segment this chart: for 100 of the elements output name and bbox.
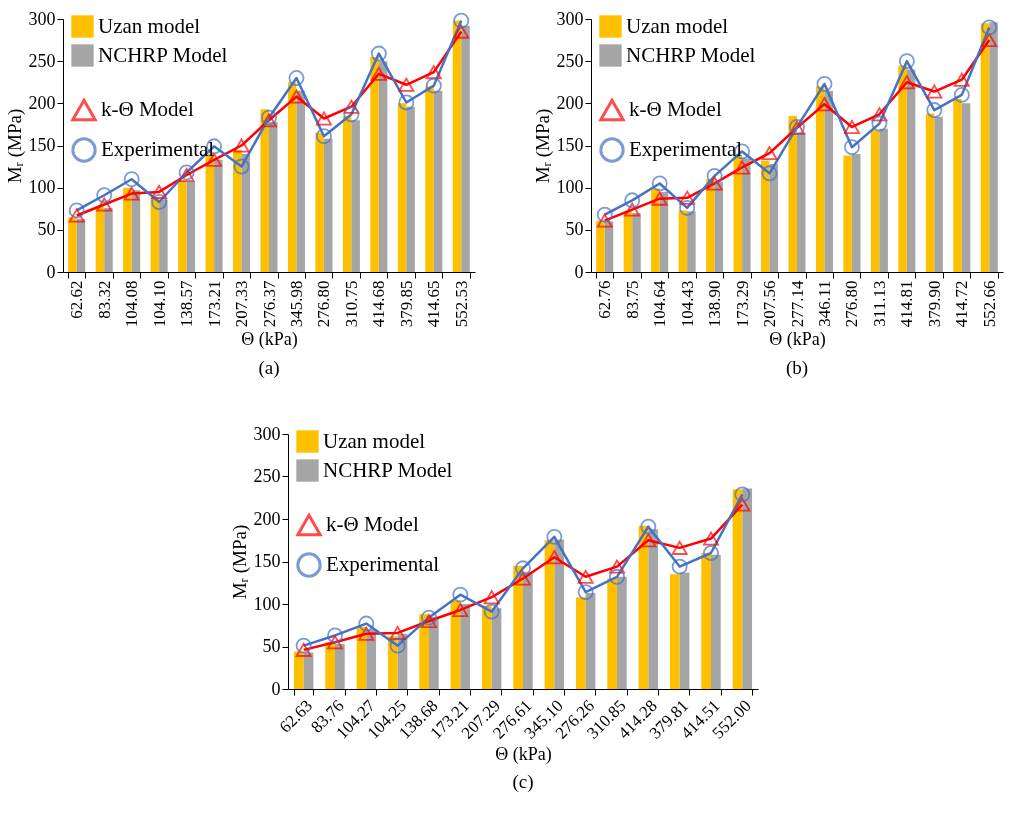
bar [701,553,711,689]
y-tick-label: 300 [253,423,281,444]
point [871,107,888,122]
point [816,75,833,92]
point [926,84,943,99]
point [96,197,113,212]
point [843,139,860,156]
bar [898,65,907,272]
bar [315,132,324,272]
bar [843,155,852,272]
point [706,167,723,184]
point [327,635,343,650]
bar [879,128,888,272]
bar [523,571,533,689]
legend-label: Experimental [326,552,440,576]
point [483,603,500,620]
legend-label: NCHRP Model [323,457,453,482]
bar [269,121,278,272]
bar [870,130,880,272]
point [343,99,360,114]
bar [104,207,113,272]
bar [178,180,187,272]
point [123,186,140,201]
point [453,24,470,39]
y-tick-label: 0 [271,678,281,699]
bar [429,616,439,689]
bar [679,572,690,689]
point [596,213,613,228]
y-tick-label: 50 [262,636,281,656]
bar [788,115,797,272]
point [288,70,305,86]
point [609,568,625,585]
bar [607,578,617,689]
x-tick-label: 207.33 [232,280,252,328]
x-tick-label: 104.08 [122,280,142,328]
bar [678,210,688,272]
text: (c) [512,771,534,794]
point [671,558,688,575]
bar [651,188,660,272]
bar [186,181,196,272]
point [703,545,719,561]
y-tick-label: 0 [46,261,56,282]
text: (a) [258,356,280,379]
bar [953,99,962,272]
bar [617,576,627,689]
bar [906,69,916,272]
point [734,497,751,512]
bar [233,149,242,272]
x-tick-label: 104.10 [149,280,169,328]
x-tick-label: 345.98 [286,280,306,328]
point [953,72,970,87]
point [483,590,500,605]
point [953,86,970,103]
y-axis-title: Mᵣ (MPa) [3,108,26,184]
x-tick-label: 62.76 [595,280,615,319]
point [981,19,998,36]
point [261,113,277,128]
bar [342,115,352,272]
y-tick-label: 200 [556,92,584,113]
bar [742,158,751,272]
point [898,75,915,90]
bar [260,109,269,272]
y-axis-title: Mᵣ (MPa) [531,108,554,184]
point [315,111,332,126]
legend-label: NCHRP Model [98,42,228,67]
x-tick-label: 138.57 [177,280,197,328]
y-tick-label: 250 [253,466,281,486]
point [651,175,668,192]
x-tick-label: 207.56 [760,280,780,328]
x-tick-label: 62.62 [67,280,87,319]
bar [123,187,132,272]
bar [596,220,605,272]
bar [296,90,305,272]
point [343,106,360,123]
bar [961,103,971,272]
point [679,199,696,216]
point [761,165,778,182]
bar [397,103,407,272]
y-tick-label: 0 [574,261,584,282]
legend-label: Uzan model [626,13,729,38]
point [734,486,751,503]
text: (b) [785,356,809,379]
legend-label: k-Θ Model [101,97,194,121]
legend-label: NCHRP Model [626,42,756,67]
point [123,171,140,188]
x-tick-label: 310.75 [341,280,361,328]
point [370,45,387,62]
x-tick-label: 276.37 [259,280,279,328]
point [452,602,469,617]
bar [714,181,724,272]
bar [214,159,223,272]
point [288,89,305,104]
point [546,550,563,565]
bar [648,529,659,689]
bar [378,61,388,272]
x-tick-label: 83.75 [622,280,642,319]
x-tick-label: 83.32 [94,280,114,319]
point [640,533,657,548]
point [577,584,594,601]
x-tick-label: 414.72 [952,280,972,328]
